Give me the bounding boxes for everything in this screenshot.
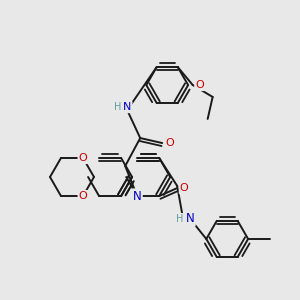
Text: O: O [79, 153, 87, 163]
Text: H: H [113, 102, 121, 112]
Text: O: O [166, 138, 175, 148]
Text: N: N [123, 102, 131, 112]
Text: O: O [180, 183, 189, 193]
Text: N: N [186, 212, 195, 225]
Text: O: O [195, 80, 204, 90]
Text: N: N [133, 190, 142, 202]
Text: H: H [176, 214, 183, 224]
Text: O: O [79, 191, 87, 201]
